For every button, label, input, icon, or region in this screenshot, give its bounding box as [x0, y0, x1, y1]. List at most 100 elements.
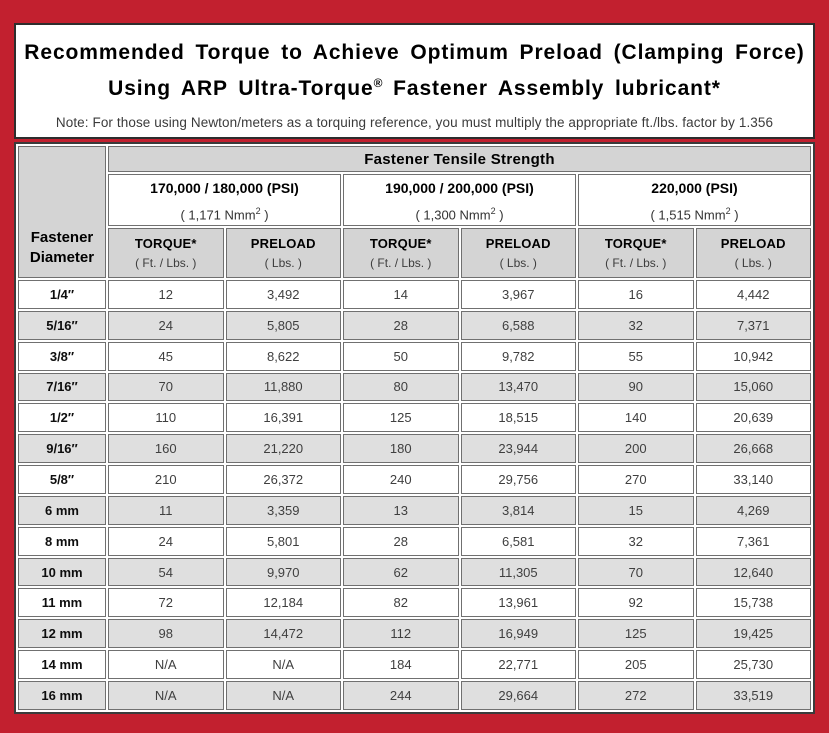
psi-header-row: 170,000 / 180,000 (PSI) ( 1,171 Nmm2 ) 1…: [18, 174, 811, 226]
value-cell: N/A: [225, 680, 341, 710]
table-row: 5/16″ 24 5,805 28 6,588 32 7,371: [18, 310, 811, 340]
value-cell: 26,372: [225, 465, 341, 494]
value-cell: 5,801: [225, 526, 341, 556]
value-cell: 82: [343, 588, 459, 618]
nmm-rating: ( 1,171 Nmm2 ): [180, 205, 269, 223]
value-cell: 110: [108, 403, 224, 433]
diameter-cell: 11 mm: [18, 588, 106, 618]
value-cell: 14,472: [225, 619, 341, 649]
diameter-cell: 16 mm: [18, 680, 106, 710]
table-row: 1/2″ 110 16,391 125 18,515 140 20,639: [18, 403, 811, 433]
value-cell: 3,492: [225, 280, 341, 309]
value-cell: 20,639: [695, 403, 811, 433]
value-cell: 16,949: [460, 619, 576, 649]
value-cell: 3,967: [460, 280, 576, 309]
psi-group-2-header: 190,000 / 200,000 (PSI) ( 1,300 Nmm2 ): [343, 174, 576, 226]
value-cell: 23,944: [460, 434, 576, 464]
value-cell: 28: [343, 310, 459, 340]
value-cell: 45: [108, 341, 224, 371]
table-body: 1/4″ 12 3,492 14 3,967 16 4,442 5/16″ 24 5,805 28 6…: [18, 280, 811, 710]
value-cell: 28: [343, 526, 459, 556]
psi-rating: 170,000 / 180,000 (PSI): [150, 179, 299, 196]
value-cell: N/A: [108, 650, 224, 679]
value-cell: 16: [578, 280, 694, 309]
value-cell: 272: [578, 680, 694, 710]
nmm-rating: ( 1,300 Nmm2 ): [415, 205, 504, 223]
value-cell: 9,970: [225, 557, 341, 587]
value-cell: 90: [578, 372, 694, 402]
table-row: 9/16″ 160 21,220 180 23,944 200 26,668: [18, 434, 811, 464]
value-cell: 29,756: [460, 465, 576, 494]
diameter-cell: 7/16″: [18, 372, 106, 402]
value-cell: 29,664: [460, 680, 576, 710]
value-cell: 62: [343, 557, 459, 587]
value-cell: 210: [108, 465, 224, 494]
value-cell: 160: [108, 434, 224, 464]
table-row: 10 mm 54 9,970 62 11,305 70 12,640: [18, 557, 811, 587]
value-cell: 21,220: [225, 434, 341, 464]
value-cell: 10,942: [695, 341, 811, 371]
diameter-cell: 10 mm: [18, 557, 106, 587]
table-row: 6 mm 11 3,359 13 3,814 15 4,269: [18, 495, 811, 525]
title-line-1: Recommended Torque to Achieve Optimum Pr…: [24, 41, 805, 64]
value-cell: 24: [108, 526, 224, 556]
value-cell: 55: [578, 341, 694, 371]
fastener-diameter-header: Fastener Diameter: [18, 146, 106, 278]
diameter-cell: 6 mm: [18, 495, 106, 525]
title-panel: Recommended Torque to Achieve Optimum Pr…: [14, 23, 815, 139]
value-cell: N/A: [225, 650, 341, 679]
value-cell: 70: [578, 557, 694, 587]
note-text: Note: For those using Newton/meters as a…: [55, 115, 774, 130]
table-row: 14 mm N/A N/A 184 22,771 205 25,730: [18, 650, 811, 679]
value-cell: 32: [578, 526, 694, 556]
value-cell: 3,359: [225, 495, 341, 525]
value-cell: 13: [343, 495, 459, 525]
value-cell: 112: [343, 619, 459, 649]
diameter-cell: 5/8″: [18, 465, 106, 494]
value-cell: 50: [343, 341, 459, 371]
value-cell: 125: [578, 619, 694, 649]
unit-header-row: TORQUE*( Ft. / Lbs. ) PRELOAD( Lbs. ) TO…: [18, 228, 811, 278]
value-cell: 33,519: [695, 680, 811, 710]
diameter-cell: 14 mm: [18, 650, 106, 679]
table-row: 16 mm N/A N/A 244 29,664 272 33,519: [18, 680, 811, 710]
value-cell: 14: [343, 280, 459, 309]
psi-rating: 220,000 (PSI): [651, 179, 738, 196]
preload-header-2: PRELOAD( Lbs. ): [460, 228, 576, 278]
value-cell: 92: [578, 588, 694, 618]
value-cell: 8,622: [225, 341, 341, 371]
value-cell: 15,060: [695, 372, 811, 402]
value-cell: 15,738: [695, 588, 811, 618]
value-cell: 70: [108, 372, 224, 402]
value-cell: 270: [578, 465, 694, 494]
value-cell: 24: [108, 310, 224, 340]
table-row: 3/8″ 45 8,622 50 9,782 55 10,942: [18, 341, 811, 371]
value-cell: 3,814: [460, 495, 576, 525]
value-cell: 205: [578, 650, 694, 679]
tensile-header-row: Fastener Diameter Fastener Tensile Streng…: [18, 146, 811, 278]
value-cell: 4,269: [695, 495, 811, 525]
value-cell: 125: [343, 403, 459, 433]
value-cell: 32: [578, 310, 694, 340]
value-cell: 244: [343, 680, 459, 710]
registered-mark: ®: [373, 76, 383, 90]
preload-header-1: PRELOAD( Lbs. ): [225, 228, 341, 278]
value-cell: 19,425: [695, 619, 811, 649]
value-cell: 7,371: [695, 310, 811, 340]
value-cell: 6,588: [460, 310, 576, 340]
psi-group-1-header: 170,000 / 180,000 (PSI) ( 1,171 Nmm2 ): [108, 174, 341, 226]
value-cell: 200: [578, 434, 694, 464]
diameter-cell: 3/8″: [18, 341, 106, 371]
value-cell: 6,581: [460, 526, 576, 556]
torque-header-3: TORQUE*( Ft. / Lbs. ): [578, 228, 694, 278]
torque-table: Fastener Diameter Fastener Tensile Streng…: [14, 142, 815, 714]
value-cell: 12: [108, 280, 224, 309]
value-cell: 11,880: [225, 372, 341, 402]
value-cell: 22,771: [460, 650, 576, 679]
value-cell: 184: [343, 650, 459, 679]
preload-header-3: PRELOAD( Lbs. ): [695, 228, 811, 278]
value-cell: 18,515: [460, 403, 576, 433]
value-cell: 98: [108, 619, 224, 649]
value-cell: 25,730: [695, 650, 811, 679]
value-cell: 11,305: [460, 557, 576, 587]
